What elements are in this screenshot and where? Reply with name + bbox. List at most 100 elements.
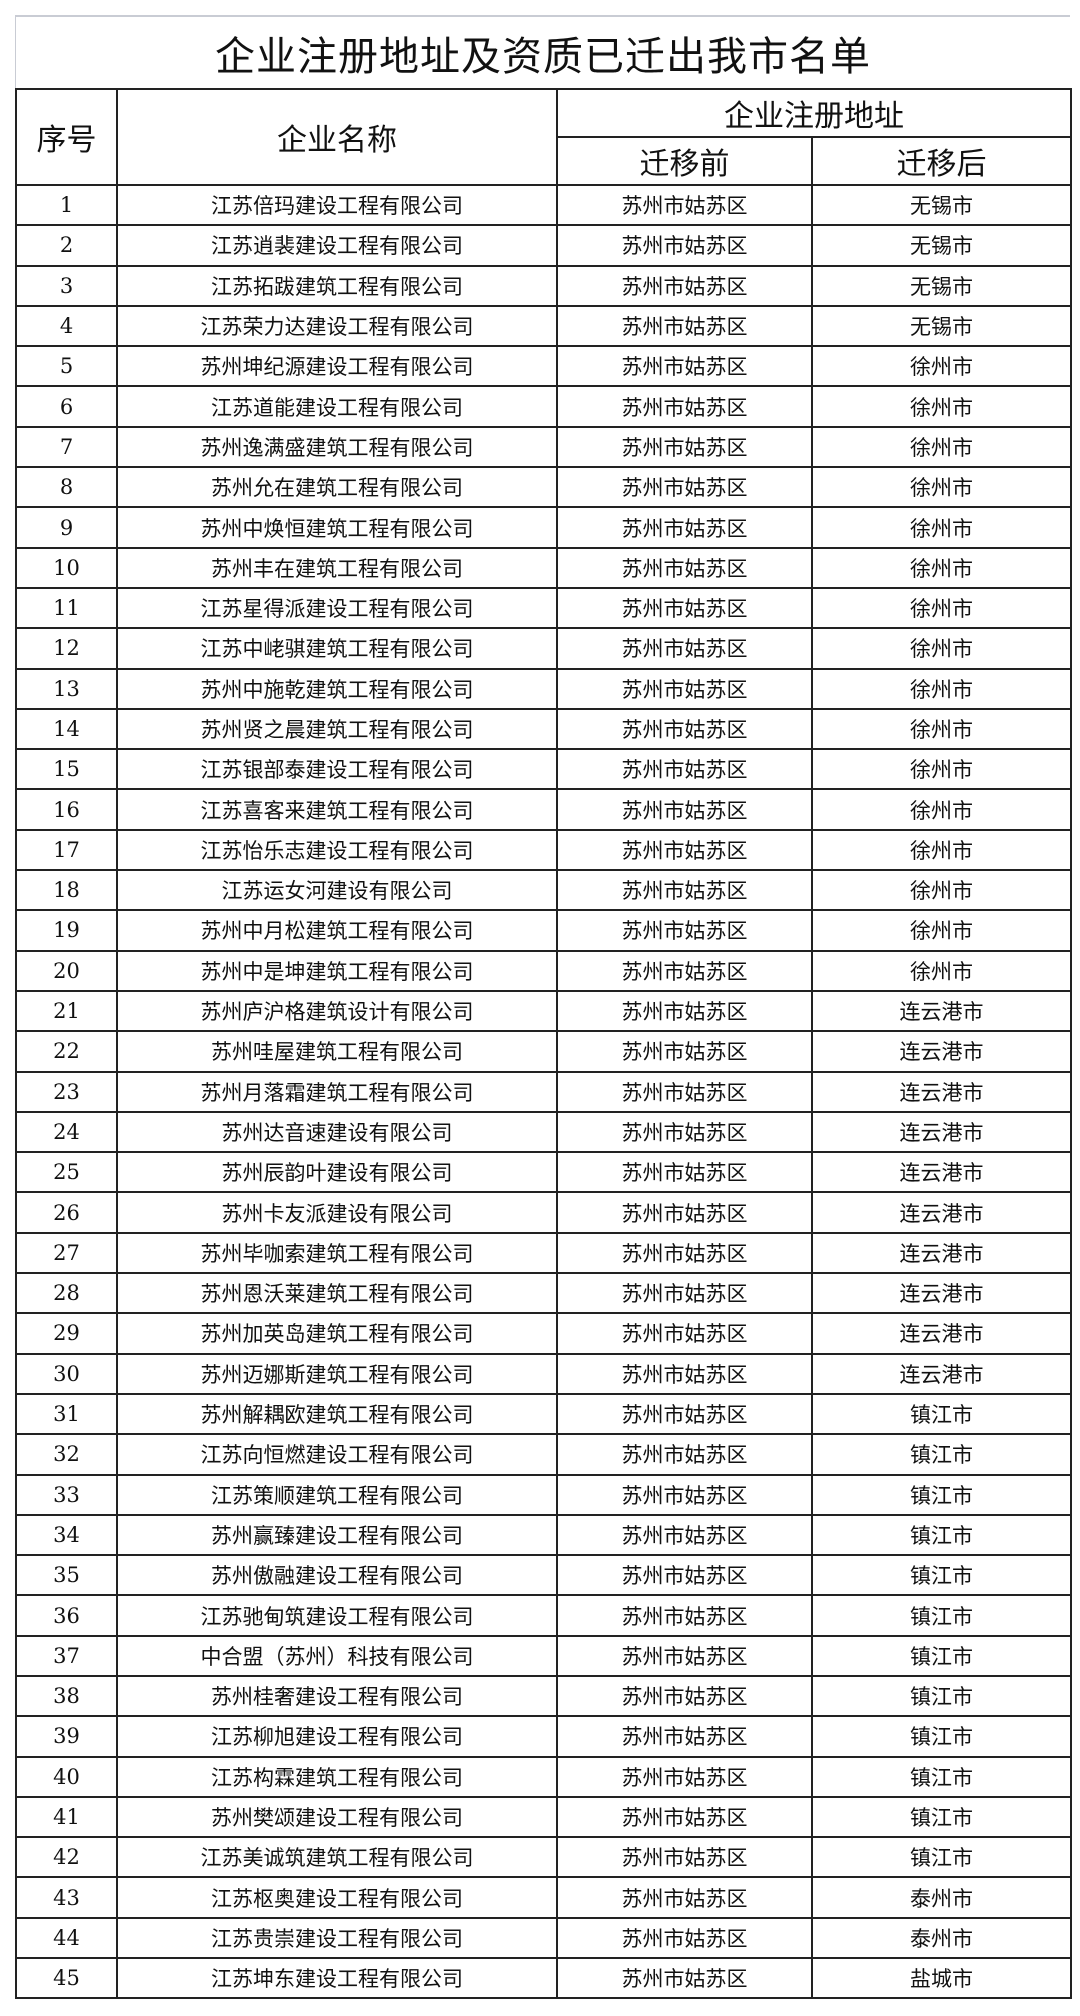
- cell-index: 7: [15, 425, 118, 469]
- cell-address-before: 苏州市姑苏区: [556, 466, 813, 509]
- cell-company-name: 苏州毕咖索建筑工程有限公司: [116, 1231, 558, 1275]
- cell-index: 18: [15, 869, 118, 912]
- company-table: 序号 企业名称 企业注册地址 迁移前 迁移后 1 江苏倍玛建设工程有限公司 苏州市姑…: [15, 88, 1072, 2000]
- cell-index: 35: [15, 1554, 118, 1597]
- cell-address-before: 苏州市姑苏区: [556, 828, 813, 872]
- cell-address-after: 徐州市: [811, 869, 1072, 912]
- cell-address-before: 苏州市姑苏区: [556, 546, 813, 589]
- table-row: 7 苏州逸满盛建筑工程有限公司 苏州市姑苏区 徐州市: [15, 425, 1072, 469]
- cell-index: 16: [15, 788, 118, 831]
- cell-company-name: 苏州允在建筑工程有限公司: [116, 466, 558, 509]
- table-row: 1 江苏倍玛建设工程有限公司 苏州市姑苏区 无锡市: [15, 183, 1072, 227]
- cell-address-after: 连云港市: [811, 1312, 1072, 1355]
- cell-index: 19: [15, 909, 118, 952]
- cell-address-before: 苏州市姑苏区: [556, 1634, 813, 1677]
- cell-address-after: 镇江市: [811, 1715, 1072, 1758]
- cell-company-name: 江苏喜客来建筑工程有限公司: [116, 788, 558, 831]
- cell-company-name: 苏州迈娜斯建筑工程有限公司: [116, 1352, 558, 1395]
- cell-address-after: 徐州市: [811, 748, 1072, 791]
- table-row: 29 苏州加英岛建筑工程有限公司 苏州市姑苏区 连云港市: [15, 1312, 1072, 1355]
- cell-address-after: 镇江市: [811, 1795, 1072, 1839]
- cell-company-name: 苏州恩沃莱建筑工程有限公司: [116, 1272, 558, 1315]
- cell-address-before: 苏州市姑苏区: [556, 1030, 813, 1073]
- cell-address-before: 苏州市姑苏区: [556, 1392, 813, 1436]
- cell-company-name: 苏州哇屋建筑工程有限公司: [116, 1030, 558, 1073]
- cell-company-name: 江苏怡乐志建设工程有限公司: [116, 828, 558, 872]
- cell-address-after: 泰州市: [811, 1876, 1072, 1919]
- cell-company-name: 江苏运女河建设有限公司: [116, 869, 558, 912]
- cell-company-name: 苏州坤纪源建设工程有限公司: [116, 345, 558, 388]
- table-row: 32 江苏向恒燃建设工程有限公司 苏州市姑苏区 镇江市: [15, 1433, 1072, 1476]
- cell-address-after: 徐州市: [811, 627, 1072, 670]
- cell-index: 20: [15, 949, 118, 992]
- cell-address-before: 苏州市姑苏区: [556, 1594, 813, 1637]
- cell-company-name: 苏州卡友派建设有限公司: [116, 1191, 558, 1234]
- cell-index: 41: [15, 1795, 118, 1839]
- cell-company-name: 苏州庐沪格建筑设计有限公司: [116, 989, 558, 1033]
- table-body: 1 江苏倍玛建设工程有限公司 苏州市姑苏区 无锡市 2 江苏逍裴建设工程有限公司 苏州市姑苏…: [15, 183, 1072, 2000]
- cell-address-after: 连云港市: [811, 989, 1072, 1033]
- cell-address-before: 苏州市姑苏区: [556, 1916, 813, 1960]
- cell-index: 13: [15, 667, 118, 710]
- table-row: 36 江苏驰甸筑建设工程有限公司 苏州市姑苏区 镇江市: [15, 1594, 1072, 1637]
- cell-index: 3: [15, 264, 118, 307]
- cell-address-after: 镇江市: [811, 1674, 1072, 1718]
- cell-company-name: 江苏银部泰建设工程有限公司: [116, 748, 558, 791]
- table-row: 11 江苏星得派建设工程有限公司 苏州市姑苏区 徐州市: [15, 586, 1072, 630]
- cell-address-after: 镇江市: [811, 1634, 1072, 1677]
- cell-address-after: 徐州市: [811, 506, 1072, 549]
- cell-address-after: 盐城市: [811, 1957, 1072, 2000]
- cell-address-before: 苏州市姑苏区: [556, 1352, 813, 1395]
- table-row: 25 苏州辰韵叶建设有限公司 苏州市姑苏区 连云港市: [15, 1151, 1072, 1194]
- cell-company-name: 江苏坤东建设工程有限公司: [116, 1957, 558, 2000]
- cell-address-after: 徐州市: [811, 345, 1072, 388]
- cell-index: 37: [15, 1634, 118, 1677]
- cell-index: 4: [15, 304, 118, 348]
- cell-address-before: 苏州市姑苏区: [556, 1715, 813, 1758]
- cell-address-after: 徐州市: [811, 385, 1072, 428]
- cell-address-after: 连云港市: [811, 1070, 1072, 1113]
- cell-index: 43: [15, 1876, 118, 1919]
- cell-index: 27: [15, 1231, 118, 1275]
- cell-index: 6: [15, 385, 118, 428]
- cell-address-before: 苏州市姑苏区: [556, 183, 813, 227]
- cell-company-name: 苏州月落霜建筑工程有限公司: [116, 1070, 558, 1113]
- cell-company-name: 江苏荣力达建设工程有限公司: [116, 304, 558, 348]
- table-row: 26 苏州卡友派建设有限公司 苏州市姑苏区 连云港市: [15, 1191, 1072, 1234]
- table-row: 40 江苏构霖建筑工程有限公司 苏州市姑苏区 镇江市: [15, 1755, 1072, 1798]
- cell-company-name: 江苏拓跋建筑工程有限公司: [116, 264, 558, 307]
- cell-address-before: 苏州市姑苏区: [556, 1795, 813, 1839]
- cell-address-before: 苏州市姑苏区: [556, 667, 813, 710]
- table-row: 2 江苏逍裴建设工程有限公司 苏州市姑苏区 无锡市: [15, 224, 1072, 267]
- table-row: 37 中合盟（苏州）科技有限公司 苏州市姑苏区 镇江市: [15, 1634, 1072, 1677]
- header-registered-address: 企业注册地址: [556, 88, 1072, 138]
- cell-address-after: 徐州市: [811, 425, 1072, 469]
- cell-index: 10: [15, 546, 118, 589]
- cell-address-after: 连云港市: [811, 1151, 1072, 1194]
- table-row: 45 江苏坤东建设工程有限公司 苏州市姑苏区 盐城市: [15, 1957, 1072, 2000]
- cell-company-name: 苏州赢臻建设工程有限公司: [116, 1513, 558, 1557]
- table-row: 31 苏州解耦欧建筑工程有限公司 苏州市姑苏区 镇江市: [15, 1392, 1072, 1436]
- cell-index: 34: [15, 1513, 118, 1557]
- cell-address-before: 苏州市姑苏区: [556, 1957, 813, 2000]
- header-index: 序号: [15, 88, 118, 186]
- cell-address-after: 徐州市: [811, 788, 1072, 831]
- cell-index: 15: [15, 748, 118, 791]
- table-row: 42 江苏美诚筑建筑工程有限公司 苏州市姑苏区 镇江市: [15, 1836, 1072, 1879]
- cell-company-name: 江苏枢奥建设工程有限公司: [116, 1876, 558, 1919]
- table-row: 38 苏州桂奢建设工程有限公司 苏州市姑苏区 镇江市: [15, 1674, 1072, 1718]
- cell-address-after: 徐州市: [811, 586, 1072, 630]
- cell-index: 42: [15, 1836, 118, 1879]
- cell-address-before: 苏州市姑苏区: [556, 1151, 813, 1194]
- cell-address-after: 无锡市: [811, 224, 1072, 267]
- cell-company-name: 苏州达音速建设有限公司: [116, 1110, 558, 1154]
- table-row: 3 江苏拓跋建筑工程有限公司 苏州市姑苏区 无锡市: [15, 264, 1072, 307]
- cell-address-after: 镇江市: [811, 1836, 1072, 1879]
- cell-address-after: 泰州市: [811, 1916, 1072, 1960]
- cell-index: 23: [15, 1070, 118, 1113]
- cell-company-name: 苏州解耦欧建筑工程有限公司: [116, 1392, 558, 1436]
- cell-index: 44: [15, 1916, 118, 1960]
- table-row: 22 苏州哇屋建筑工程有限公司 苏州市姑苏区 连云港市: [15, 1030, 1072, 1073]
- cell-address-before: 苏州市姑苏区: [556, 1554, 813, 1597]
- cell-address-before: 苏州市姑苏区: [556, 1473, 813, 1516]
